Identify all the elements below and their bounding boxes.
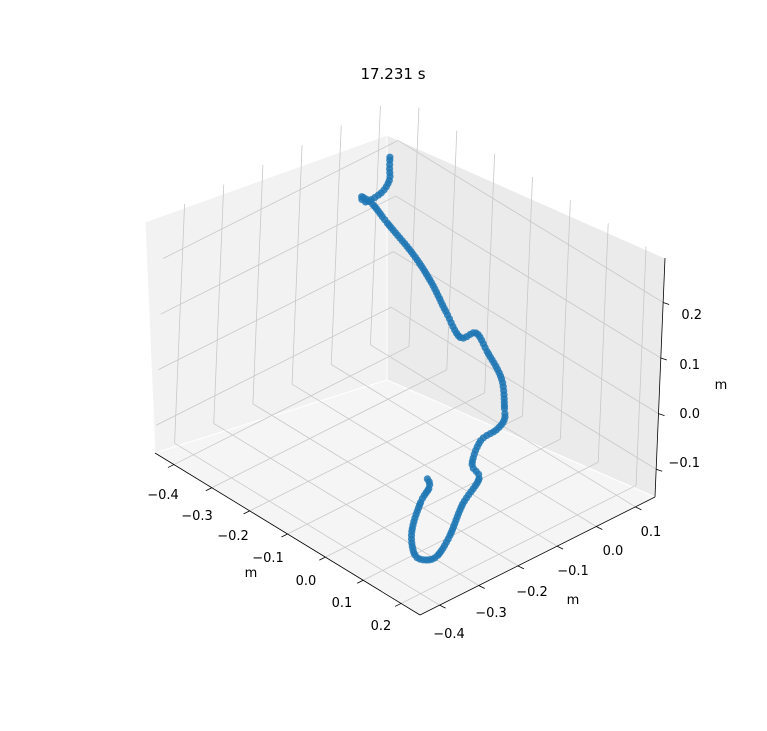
y-axis-line [419, 496, 656, 616]
tick-mark [319, 556, 326, 561]
y-tick-label: 0.1 [641, 525, 662, 540]
grid-line [363, 461, 599, 581]
x-tick-label: 0.2 [371, 619, 392, 634]
grid-line [291, 383, 558, 547]
grid-line [331, 364, 597, 527]
y-tick-label: 0.0 [603, 544, 624, 559]
x-axis-ticks: −0.4 −0.3 −0.2 −0.1 0.0 0.1 0.2 [147, 488, 391, 634]
chart-title: 17.231 s [360, 65, 425, 83]
x-tick-label: 0.0 [296, 574, 317, 589]
grid-line [446, 130, 458, 370]
y-tick-label: −0.2 [516, 585, 548, 600]
tick-mark [635, 506, 642, 511]
z-tick-label: −0.1 [668, 456, 700, 471]
grid-line [249, 392, 485, 512]
tick-mark [596, 526, 603, 530]
grid-line [213, 184, 225, 424]
z-axis-ticks: −0.1 0.0 0.1 0.2 [668, 308, 702, 471]
y-axis-ticks: −0.4 −0.3 −0.2 −0.1 0.0 0.1 [433, 525, 661, 642]
tick-mark [205, 487, 212, 492]
x-tick-label: −0.2 [217, 529, 249, 544]
grid-line [174, 442, 440, 606]
grid-line [252, 403, 519, 567]
grid-line [597, 223, 609, 463]
y-tick-label: −0.3 [475, 606, 507, 621]
grid-line [162, 140, 399, 259]
tick-mark [281, 533, 288, 538]
grid-line [291, 145, 303, 385]
grid-line [173, 346, 410, 465]
grid-line [211, 369, 447, 489]
tick-mark [243, 510, 250, 515]
grid-line [160, 195, 396, 315]
x-tick-label: 0.1 [332, 596, 353, 611]
trajectory-point [500, 404, 509, 412]
grid-line [522, 176, 533, 417]
z-axis-line [654, 257, 666, 498]
tick-mark [660, 357, 667, 361]
grid-line [635, 246, 647, 486]
trajectory-series [358, 153, 509, 564]
tick-mark [656, 468, 663, 472]
x-tick-label: −0.4 [147, 488, 179, 503]
grid-line [559, 200, 571, 440]
tick-mark [663, 302, 670, 305]
grid-line [174, 204, 185, 444]
grid-line [400, 485, 637, 604]
z-tick-label: 0.0 [679, 407, 700, 422]
y-tick-label: −0.1 [557, 564, 589, 579]
tick-mark [556, 545, 564, 550]
tick-mark [357, 579, 364, 584]
grid-line [158, 251, 394, 370]
tick-mark [394, 603, 402, 607]
grid-lines [155, 105, 670, 609]
x-tick-label: −0.3 [181, 509, 213, 524]
trajectory-point [423, 475, 431, 483]
tick-mark [167, 464, 175, 468]
grid-line [330, 125, 342, 365]
grid-line [397, 140, 664, 303]
grid-line [390, 306, 657, 470]
grid-line [408, 107, 420, 347]
grid-line [252, 164, 264, 404]
z-tick-label: 0.1 [679, 358, 700, 373]
z-tick-label: 0.2 [681, 308, 702, 323]
tick-mark [658, 413, 665, 417]
z-axis-label: m [715, 378, 728, 393]
tick-mark [439, 604, 446, 609]
grid-line [395, 195, 662, 359]
x-axis-line [154, 452, 421, 616]
grid-line [325, 438, 561, 558]
x-axis-label: m [245, 566, 258, 581]
grid-line [155, 306, 392, 426]
tick-mark [478, 585, 485, 589]
x-tick-label: −0.1 [252, 551, 284, 566]
y-tick-label: −0.4 [433, 627, 465, 642]
tick-mark [517, 565, 525, 570]
grid-line [393, 251, 659, 414]
grid-line [370, 105, 381, 345]
y-axis-label: m [567, 593, 580, 608]
